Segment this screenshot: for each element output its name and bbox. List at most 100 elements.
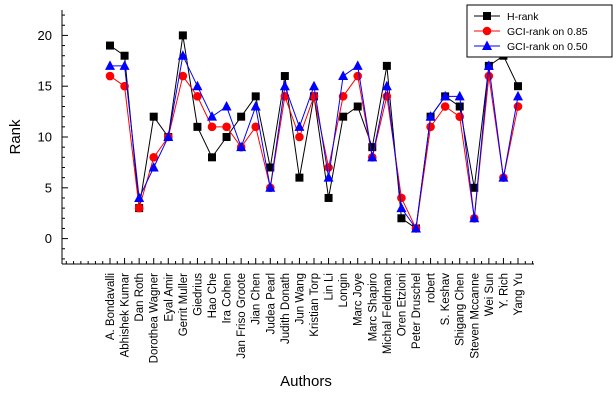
x-category-label: Judith Donath (280, 273, 292, 344)
data-point (177, 50, 188, 60)
x-category-label: Hao Che (207, 273, 219, 318)
data-point (251, 92, 260, 101)
data-point (192, 80, 203, 91)
data-point (324, 193, 333, 202)
data-point (381, 80, 392, 91)
data-point (455, 102, 464, 111)
y-tick-label: 10 (38, 130, 52, 145)
data-point (266, 163, 275, 172)
data-point (338, 70, 349, 81)
data-point (279, 80, 290, 91)
data-point (295, 173, 304, 182)
data-point (425, 111, 436, 121)
x-category-label: Jan Friso Groote (236, 273, 248, 359)
data-point (469, 212, 480, 223)
x-category-label: Y. Rich (498, 273, 510, 309)
x-category-label: Jian Chen (251, 273, 263, 325)
data-point (368, 143, 377, 152)
data-point (484, 71, 494, 81)
data-point (120, 51, 129, 60)
data-point (134, 203, 144, 213)
x-category-label: Judea Pearl (265, 273, 277, 334)
y-axis-title: Rank (7, 119, 24, 155)
data-point (411, 222, 421, 233)
data-point (323, 172, 334, 182)
x-category-label: Jun Wang (294, 273, 306, 324)
x-category-label: Peter Druschel (411, 273, 423, 349)
x-category-label: Kristian Torp (309, 273, 321, 337)
x-category-label: Michal Feldman (382, 273, 394, 354)
y-tick-label: 15 (38, 79, 52, 94)
x-category-label: Shigang Chen (455, 273, 467, 346)
data-point (295, 132, 304, 142)
x-category-label: Ira Cohen (222, 273, 234, 324)
data-point (309, 80, 319, 91)
axes: 0 5 10 15 20 A. Bondavalli Abhishek Kumar Dan R… (38, 10, 534, 363)
y-tick-label: 0 (45, 231, 52, 246)
data-point (250, 101, 261, 111)
data-point (353, 71, 363, 81)
y-tick-label: 20 (38, 28, 52, 43)
data-point (221, 101, 232, 111)
data-point (440, 102, 450, 111)
legend: H-rank GCI-rank on 0.85 GCI-rank on 0.50 (466, 4, 613, 58)
data-point (280, 72, 289, 81)
x-category-label: Lin Li (324, 273, 336, 301)
x-axis-title: Authors (280, 373, 332, 390)
x-category-label: S. Keshav (440, 273, 452, 326)
y-tick-label: 5 (45, 180, 52, 195)
x-category-label: Steven Mccanne (469, 273, 481, 359)
x-category-label: Longin (338, 273, 350, 308)
legend-label: GCI-rank on 0.50 (507, 41, 588, 53)
data-point (222, 133, 231, 141)
data-point (148, 161, 159, 172)
data-point (483, 60, 494, 70)
x-category-label: Oren Etzioni (396, 273, 408, 336)
x-category-label: Dan Roth (134, 273, 146, 322)
data-point (265, 182, 276, 192)
data-point (105, 60, 115, 70)
series-line (109, 35, 519, 230)
data-point (367, 151, 378, 162)
data-point (193, 122, 202, 131)
labels: Authors Rank (7, 119, 332, 390)
x-category-label: Eyal Amir (163, 273, 175, 322)
data-point (514, 82, 522, 91)
data-point (397, 214, 406, 223)
data-point (397, 193, 406, 203)
x-category-label: Marc Shapiro (367, 273, 379, 341)
data-point (513, 90, 523, 101)
data-point (396, 202, 407, 213)
data-point (207, 111, 217, 121)
legend-marker (482, 26, 492, 36)
data-point (149, 153, 159, 162)
data-point (149, 112, 158, 121)
data-point (208, 153, 216, 162)
data-point (251, 122, 261, 132)
x-category-label: Abhishek Kumar (120, 273, 132, 358)
data-point (163, 131, 174, 141)
data-point (353, 102, 362, 111)
x-category-label: Wei Sun (484, 273, 496, 316)
data-point (352, 60, 363, 70)
data-point (237, 112, 246, 121)
data-point (207, 122, 217, 132)
data-point (426, 122, 435, 132)
data-point (470, 183, 479, 192)
data-point (454, 90, 465, 101)
data-point (382, 61, 391, 70)
data-point (178, 31, 187, 40)
x-category-label: Giedrius (192, 273, 204, 316)
x-category-label: Yang Yu (513, 273, 525, 315)
data-point (119, 60, 130, 70)
data-point (134, 192, 145, 202)
x-category-label: robert (426, 272, 438, 303)
series-layer (105, 31, 523, 233)
data-point (324, 163, 333, 172)
legend-label: GCI-rank on 0.85 (507, 26, 588, 38)
data-point (236, 141, 247, 152)
data-point (178, 71, 188, 81)
data-point (294, 121, 305, 131)
data-point (193, 92, 202, 101)
